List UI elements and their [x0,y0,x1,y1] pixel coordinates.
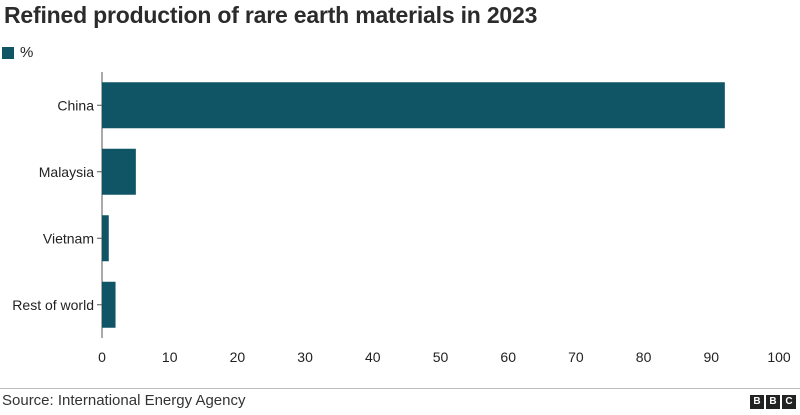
x-tick-label: 70 [568,349,584,365]
bar [102,281,116,328]
x-tick-label: 60 [500,349,516,365]
x-tick-label: 90 [704,349,720,365]
x-tick-label: 0 [98,349,106,365]
bbc-logo: B B C [750,395,796,409]
legend-swatch [2,46,14,59]
bar [102,148,136,195]
chart-title: Refined production of rare earth materia… [4,2,538,28]
category-label: Malaysia [39,164,94,180]
x-tick-label: 50 [433,349,449,365]
x-tick-label: 80 [636,349,652,365]
logo-letter: C [782,395,796,409]
bar [102,215,109,262]
x-tick-label: 20 [230,349,246,365]
bar [102,82,725,129]
logo-letter: B [766,395,780,409]
category-label: Rest of world [12,297,94,313]
legend: % [2,44,33,61]
logo-letter: B [750,395,764,409]
source-note: Source: International Energy Agency [2,392,246,409]
x-tick-label: 30 [297,349,313,365]
bar-chart: China Malaysia Vietnam Rest of world 0 10 20 30… [12,72,791,365]
x-tick-label: 10 [162,349,178,365]
footer-divider [0,388,800,389]
x-tick-label: 40 [365,349,381,365]
category-label: China [57,97,94,113]
x-tick-label: 100 [767,349,791,365]
legend-label: % [20,44,34,61]
category-label: Vietnam [43,230,94,246]
